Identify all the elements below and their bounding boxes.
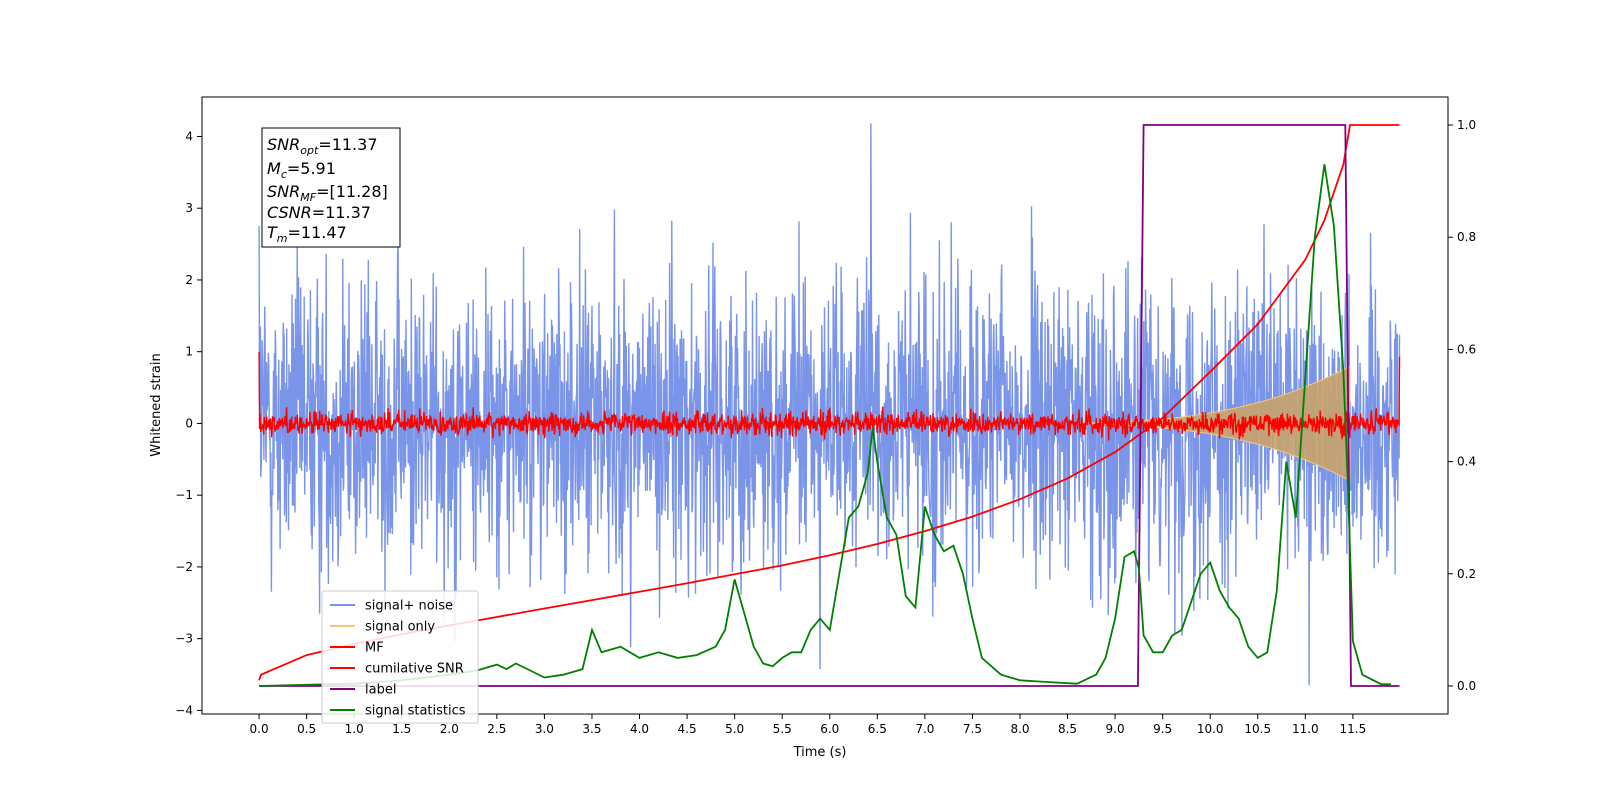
y-left-tick-label: 2 bbox=[185, 273, 193, 287]
y-left-tick-label: 1 bbox=[185, 345, 193, 359]
y-left-tick-label: 0 bbox=[185, 416, 193, 430]
annotation-line-1: SNRopt=11.37 bbox=[267, 135, 378, 157]
y-right-tick-label: 0.8 bbox=[1457, 230, 1476, 244]
series-mf-line bbox=[258, 351, 1401, 441]
x-tick-label: 2.5 bbox=[487, 722, 506, 736]
annotation-line-2: Mc=5.91 bbox=[267, 159, 336, 181]
y-right-tick-label: 1.0 bbox=[1457, 118, 1476, 132]
y-left-tick-label: −1 bbox=[175, 488, 193, 502]
x-tick-label: 10.0 bbox=[1197, 722, 1224, 736]
x-tick-label: 3.0 bbox=[535, 722, 554, 736]
x-tick-label: 8.0 bbox=[1010, 722, 1029, 736]
y-left-tick-label: −4 bbox=[175, 703, 193, 717]
y-axis-label: Whitened strain bbox=[149, 353, 164, 456]
series-signal-noise-line bbox=[258, 123, 1401, 686]
series-label-line bbox=[259, 124, 1400, 687]
x-tick-label: 10.5 bbox=[1244, 722, 1271, 736]
y-right-tick-label: 0.4 bbox=[1457, 455, 1476, 469]
series-signal-statistics-line bbox=[259, 164, 1391, 687]
y-left-tick-label: 4 bbox=[185, 129, 193, 143]
axes-frame bbox=[201, 96, 1449, 715]
x-tick-label: 3.5 bbox=[582, 722, 601, 736]
y-left-tick-label: 3 bbox=[185, 201, 193, 215]
legend-item-label: label bbox=[365, 683, 396, 698]
x-tick-label: 11.0 bbox=[1292, 722, 1319, 736]
x-tick-label: 11.5 bbox=[1340, 722, 1367, 736]
y-left-tick-label: −2 bbox=[175, 560, 193, 574]
x-tick-label: 6.0 bbox=[820, 722, 839, 736]
x-tick-label: 1.5 bbox=[392, 722, 411, 736]
annotation-line-3: SNRMF=[11.28] bbox=[267, 182, 388, 204]
x-axis-label: Time (s) bbox=[793, 745, 847, 760]
x-tick-label: 7.5 bbox=[963, 722, 982, 736]
x-tick-label: 0.5 bbox=[297, 722, 316, 736]
legend-item-label: signal+ noise bbox=[365, 599, 453, 614]
x-tick-label: 9.0 bbox=[1106, 722, 1125, 736]
x-tick-label: 5.0 bbox=[725, 722, 744, 736]
annotation-line-4: CSNR=11.37 bbox=[267, 203, 371, 222]
y-right-tick-label: 0.2 bbox=[1457, 567, 1476, 581]
legend-item-label: signal statistics bbox=[365, 704, 466, 719]
y-right-tick-label: 0.6 bbox=[1457, 342, 1476, 356]
annotation-line-5: Tm=11.47 bbox=[267, 223, 347, 245]
x-tick-label: 4.0 bbox=[630, 722, 649, 736]
x-tick-label: 1.0 bbox=[345, 722, 364, 736]
axis-ticks: 0.0 0.5 1.0 1.5 2.0 2.5 3.0 3.5 4.0 4.5 5.0 5.5 6.0 6… bbox=[175, 118, 1476, 736]
legend-item-label: signal only bbox=[365, 620, 435, 635]
y-right-tick-label: 0.0 bbox=[1457, 679, 1476, 693]
x-tick-label: 6.5 bbox=[868, 722, 887, 736]
x-tick-label: 8.5 bbox=[1058, 722, 1077, 736]
x-tick-label: 4.5 bbox=[678, 722, 697, 736]
x-tick-label: 2.0 bbox=[440, 722, 459, 736]
legend-item-label: MF bbox=[365, 641, 384, 656]
legend: signal+ noise signal only MF cumilative SNR… bbox=[321, 590, 479, 724]
x-tick-label: 7.0 bbox=[915, 722, 934, 736]
x-tick-label: 0.0 bbox=[250, 722, 269, 736]
x-tick-label: 9.5 bbox=[1153, 722, 1172, 736]
x-tick-label: 5.5 bbox=[773, 722, 792, 736]
annotation-box: SNRopt=11.37 Mc=5.91 SNRMF=[11.28] CSNR=… bbox=[261, 127, 401, 248]
legend-item-label: cumilative SNR bbox=[365, 662, 464, 677]
y-left-tick-label: −3 bbox=[175, 632, 193, 646]
